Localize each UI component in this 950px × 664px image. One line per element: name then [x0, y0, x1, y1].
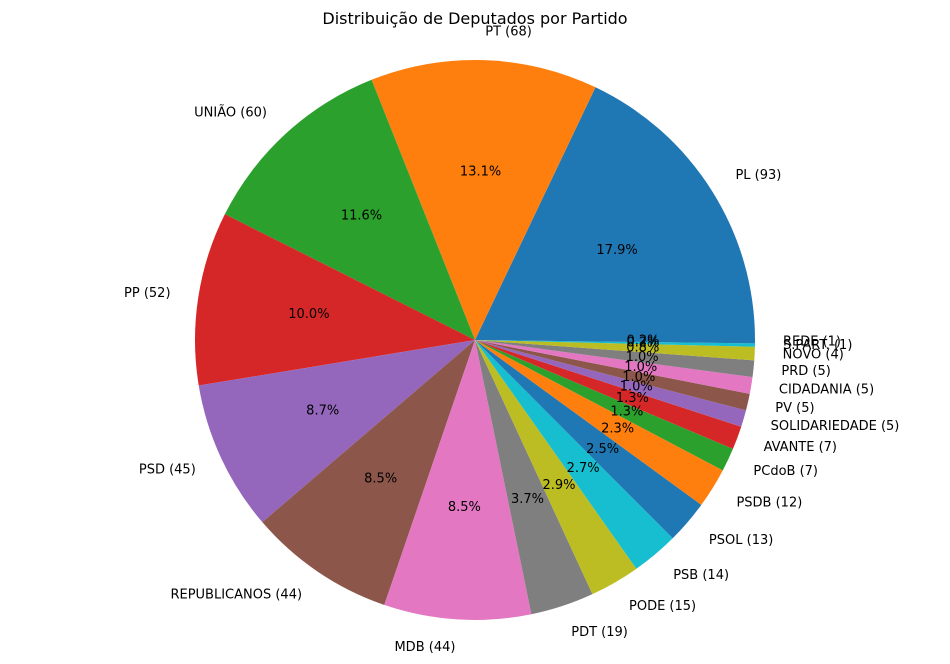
slice-label: PODE (15): [629, 599, 696, 614]
slice-label: NOVO (4): [783, 347, 844, 362]
slice-label: REPUBLICANOS (44): [170, 587, 302, 602]
pie-slice: [475, 340, 637, 595]
pie-slices: [194, 60, 755, 620]
slice-label: S.PART. (1): [783, 338, 852, 353]
slice-percent-label: 1.0%: [624, 360, 657, 375]
slice-percent-label: 11.6%: [341, 209, 382, 224]
slice-label: PT (68): [485, 25, 532, 40]
pie-slice: [475, 340, 753, 394]
pie-slice: [224, 79, 475, 341]
pie-slice: [475, 340, 755, 344]
percent-labels: 17.9% 13.1% 11.6% 10.0% 8.7% 8.5% 8.5% 3.7%2.9%…: [288, 165, 659, 516]
slice-percent-label: 0.8%: [626, 341, 659, 356]
pie-slice: [475, 340, 755, 378]
slice-label: PDT (19): [571, 625, 628, 640]
slice-percent-label: 2.5%: [586, 442, 619, 457]
pie-slice: [475, 340, 673, 569]
slice-percent-label: 8.7%: [306, 403, 339, 418]
pie-slice: [475, 340, 742, 449]
slice-labels: PL (93) PT (68) UNIÃO (60) PP (52) PSD (45) R…: [124, 25, 899, 655]
slice-label: PRD (5): [781, 364, 830, 379]
pie-slice: [475, 340, 746, 427]
slice-label: CIDADANIA (5): [779, 383, 874, 398]
slice-percent-label: 1.0%: [622, 370, 655, 385]
slice-label: REDE (1): [783, 334, 841, 349]
pie-slice: [198, 340, 476, 523]
pie-slice: [475, 340, 733, 471]
slice-label: AVANTE (7): [764, 440, 837, 455]
pie-slice: [194, 214, 475, 386]
pie-slice: [371, 60, 596, 340]
slice-percent-label: 10.0%: [288, 307, 329, 322]
pie-slice: [475, 340, 702, 539]
slice-label: PSD (45): [139, 463, 196, 478]
slice-percent-label: 0.2%: [626, 336, 659, 351]
slice-label: PSB (14): [673, 568, 729, 583]
slice-percent-label: 2.3%: [601, 421, 634, 436]
pie-slice: [475, 340, 723, 505]
slice-percent-label: 1.0%: [620, 380, 653, 395]
pie-slice: [384, 340, 532, 620]
slice-label: PCdoB (7): [753, 464, 818, 479]
slice-percent-label: 1.3%: [610, 404, 643, 419]
pie-slice: [475, 340, 750, 411]
slice-label: PSOL (13): [709, 533, 773, 548]
slice-label: SOLIDARIEDADE (5): [771, 419, 900, 434]
slice-label: MDB (44): [394, 640, 455, 655]
pie-slice: [475, 340, 755, 361]
slice-percent-label: 1.3%: [616, 391, 649, 406]
slice-percent-label: 1.0%: [626, 350, 659, 365]
chart-title: Distribuição de Deputados por Partido: [322, 9, 627, 28]
slice-percent-label: 8.5%: [364, 472, 397, 487]
slice-label: PP (52): [124, 286, 171, 301]
slice-label: UNIÃO (60): [194, 104, 267, 120]
slice-percent-label: 17.9%: [596, 243, 637, 258]
pie-slice: [475, 340, 755, 347]
slice-percent-label: 13.1%: [460, 165, 501, 180]
slice-percent-label: 3.7%: [511, 492, 544, 507]
pie-slice: [475, 87, 755, 340]
slice-label: PV (5): [775, 401, 814, 416]
slice-percent-label: 2.7%: [567, 461, 600, 476]
slice-label: PL (93): [735, 168, 781, 183]
pie-slice: [475, 340, 593, 615]
slice-percent-label: 0.2%: [626, 334, 659, 349]
slice-percent-label: 2.9%: [542, 478, 575, 493]
pie-slice: [262, 340, 475, 605]
slice-label: PSDB (12): [736, 495, 802, 510]
slice-percent-label: 8.5%: [448, 500, 481, 515]
